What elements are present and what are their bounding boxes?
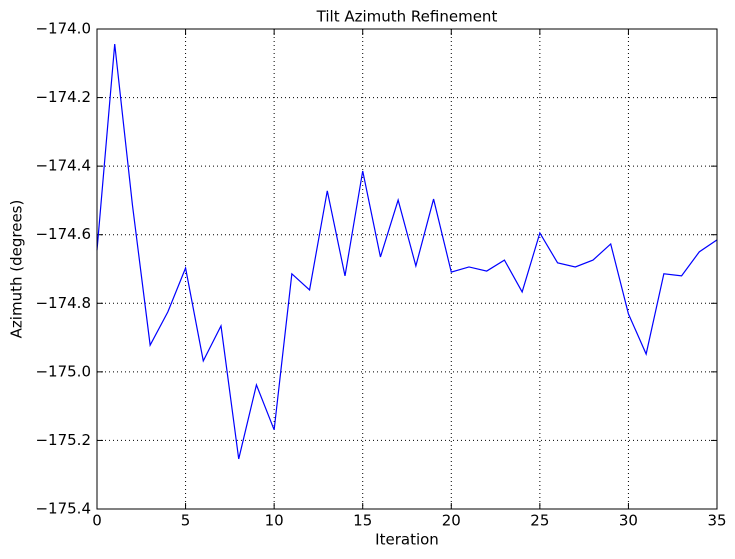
chart-title: Tilt Azimuth Refinement (316, 8, 498, 26)
x-axis-label: Iteration (375, 531, 439, 549)
x-tick-label: 25 (530, 512, 549, 530)
y-tick-label: −174.4 (35, 157, 91, 175)
x-tick-label: 10 (265, 512, 284, 530)
x-tick-label: 20 (442, 512, 461, 530)
y-tick-label: −175.2 (35, 431, 91, 449)
x-tick-label: 15 (353, 512, 372, 530)
y-tick-label: −175.4 (35, 500, 91, 518)
y-axis-label: Azimuth (degrees) (8, 200, 26, 339)
y-tick-label: −174.6 (35, 225, 91, 243)
x-tick-label: 35 (707, 512, 726, 530)
data-line (96, 44, 718, 460)
y-tick-label: −175.0 (35, 362, 91, 380)
y-tick-label: −174.2 (35, 88, 91, 106)
y-tick-label: −174.8 (35, 294, 91, 312)
x-tick-label: 30 (619, 512, 638, 530)
y-tick-label: −174.0 (35, 20, 91, 38)
x-tick-label: 5 (181, 512, 191, 530)
plot-frame (96, 28, 718, 510)
x-tick-label: 0 (92, 512, 102, 530)
